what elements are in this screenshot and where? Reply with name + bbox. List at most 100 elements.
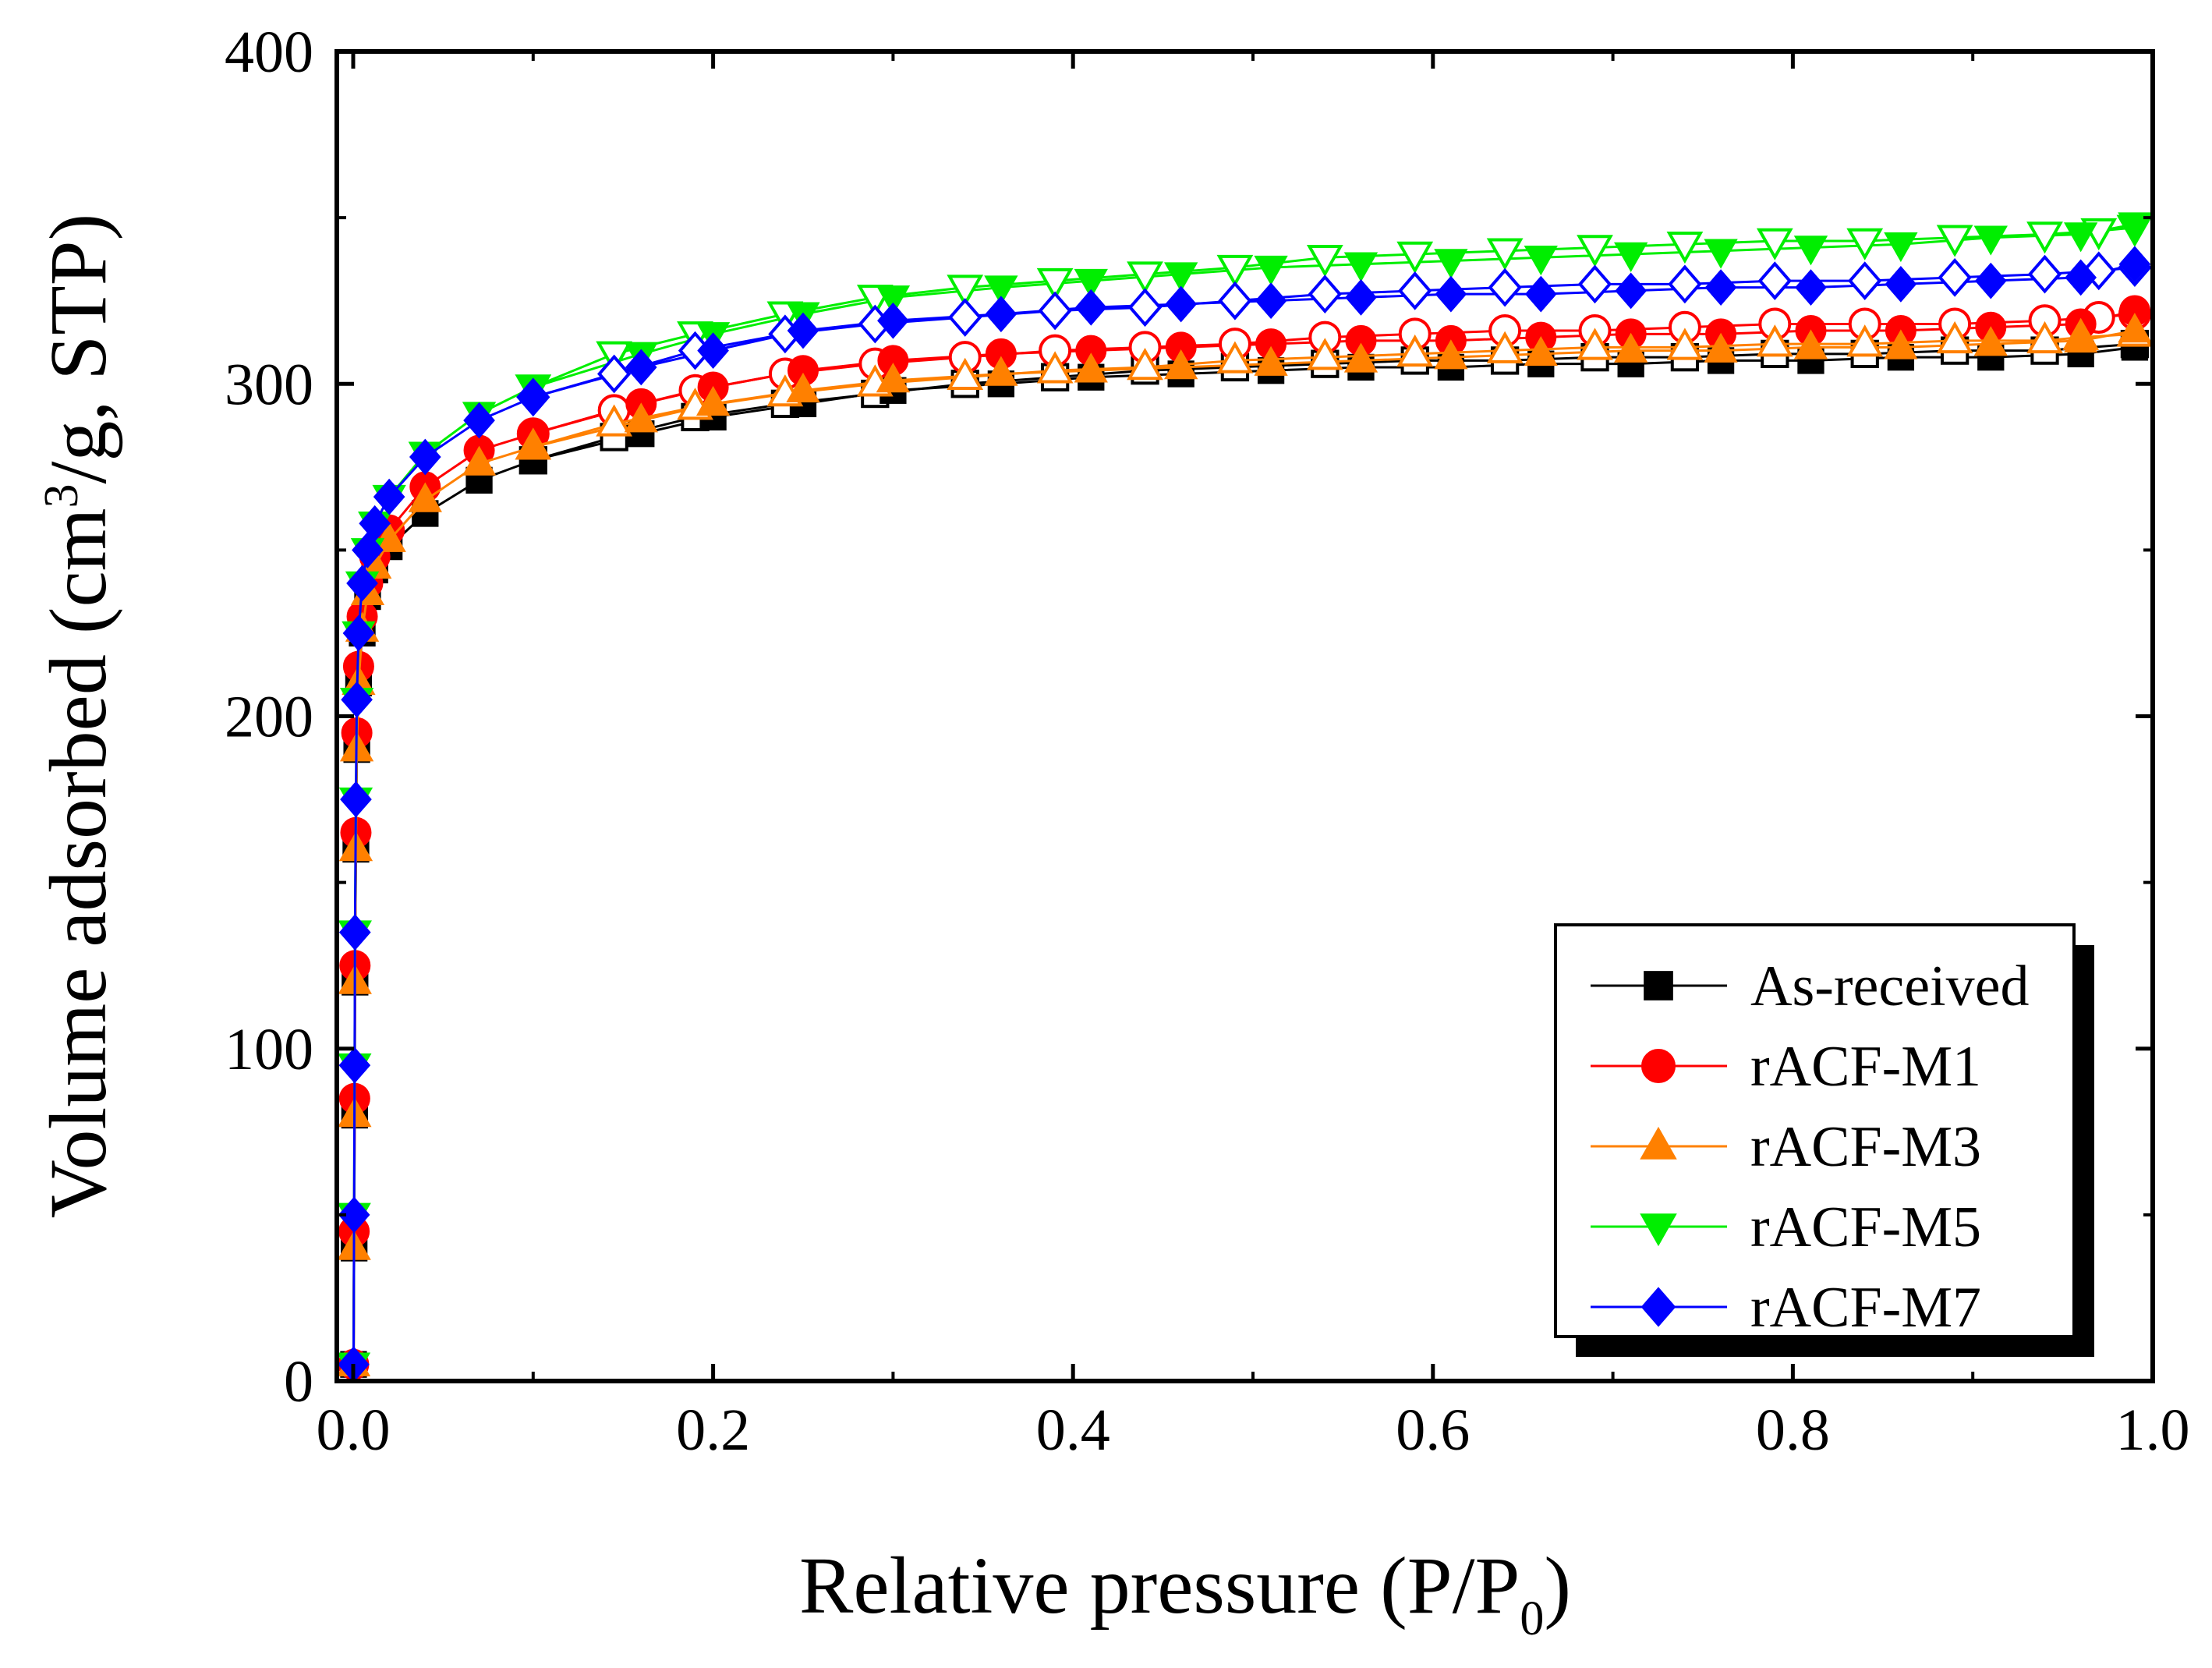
adsorption-point <box>1884 329 1918 359</box>
adsorption-point <box>1345 279 1377 316</box>
legend-marker <box>1640 1287 1676 1327</box>
desorption-point <box>2026 221 2063 254</box>
adsorption-point <box>463 402 495 439</box>
adsorption-point <box>340 781 372 818</box>
y-tick-label: 300 <box>225 352 313 417</box>
desorption-point <box>1846 324 1884 357</box>
adsorption-point <box>462 445 497 476</box>
adsorption-point <box>1074 268 1108 299</box>
desorption-point <box>1488 267 1522 307</box>
y-tick-label: 200 <box>225 685 313 750</box>
adsorption-point <box>1793 329 1828 359</box>
adsorption-point <box>2118 313 2152 343</box>
adsorption-point <box>1074 352 1108 383</box>
legend-marker <box>1640 1126 1677 1160</box>
desorption-point <box>1308 274 1342 314</box>
series-racf-m7 <box>338 246 2152 1383</box>
desorption-point <box>1577 328 1613 360</box>
desorption-point <box>1757 261 1792 301</box>
adsorption-point <box>1614 332 1648 363</box>
y-tick-label: 0 <box>284 1349 313 1415</box>
legend-label: rACF-M3 <box>1750 1115 1981 1179</box>
desorption-point <box>947 357 984 390</box>
desorption-point <box>1668 264 1702 304</box>
desorption-point <box>1216 341 1254 374</box>
desorption-point <box>596 404 633 437</box>
adsorption-point <box>1343 252 1379 282</box>
adsorption-point <box>1885 266 1917 303</box>
adsorption-point <box>338 1196 370 1234</box>
adsorption-point <box>1704 269 1737 306</box>
legend-label: rACF-M7 <box>1750 1276 1981 1340</box>
x-tick-label: 0.2 <box>676 1397 750 1463</box>
adsorption-point <box>1524 275 1557 313</box>
desorption-point <box>1666 328 1704 360</box>
adsorption-point <box>1524 246 1558 276</box>
legend-marker <box>1640 1213 1677 1247</box>
adsorption-point <box>516 429 550 459</box>
desorption-point <box>1127 347 1163 381</box>
desorption-point <box>1127 288 1163 328</box>
adsorption-point <box>625 349 657 386</box>
adsorption-point <box>1793 236 1828 266</box>
adsorption-point <box>624 402 658 433</box>
legend-label: As-received <box>1750 954 2029 1018</box>
desorption-point <box>1666 231 1704 264</box>
desorption-point <box>1038 291 1072 331</box>
legend-marker <box>1641 1049 1676 1083</box>
adsorption-point <box>1795 269 1827 306</box>
adsorption-point <box>1164 262 1198 292</box>
adsorption-point <box>1615 272 1647 310</box>
desorption-point <box>1486 331 1524 363</box>
adsorption-point <box>408 482 442 512</box>
desorption-point <box>1306 245 1343 278</box>
desorption-point <box>1127 261 1163 294</box>
legend-box <box>1554 923 2076 1338</box>
desorption-point <box>597 354 632 394</box>
desorption-point <box>2026 320 2063 354</box>
legend-label: rACF-M5 <box>1750 1195 1981 1259</box>
desorption-point <box>947 274 984 307</box>
desorption-point <box>1577 235 1613 267</box>
adsorption-point <box>338 914 371 951</box>
legend-label: rACF-M1 <box>1750 1035 1981 1099</box>
legend-marker <box>1644 971 1673 1000</box>
adsorption-point <box>2064 222 2098 253</box>
adsorption-point <box>1973 225 2008 256</box>
desorption-point <box>2027 254 2062 294</box>
adsorption-point <box>1614 242 1648 272</box>
x-tick-label: 1.0 <box>2116 1397 2190 1463</box>
adsorption-point <box>1524 335 1558 367</box>
desorption-point <box>1036 267 1074 301</box>
adsorption-point <box>1974 262 2007 299</box>
adsorption-point <box>2064 322 2098 353</box>
desorption-point <box>948 298 982 337</box>
desorption-point <box>1936 320 1973 354</box>
adsorption-point <box>1884 232 1918 263</box>
adsorption-point <box>341 681 373 718</box>
adsorption-point <box>517 378 550 416</box>
adsorption-point <box>2065 259 2097 296</box>
y-tick-label: 400 <box>225 19 313 85</box>
adsorption-point <box>697 332 729 369</box>
desorption-point <box>1846 228 1884 260</box>
desorption-point <box>1396 334 1434 367</box>
adsorption-point <box>373 478 405 515</box>
desorption-point <box>1938 257 1972 297</box>
adsorption-point <box>2118 212 2152 243</box>
adsorption-point <box>359 505 391 542</box>
adsorption-point <box>876 285 911 316</box>
legend: As-received rACF-M1 rACF-M3 rACF-M5 rACF-M7 <box>1554 923 2094 1357</box>
adsorption-point <box>1973 326 2008 356</box>
desorption-point <box>1216 254 1254 288</box>
desorption-point <box>1577 264 1612 304</box>
adsorption-point <box>342 614 375 652</box>
adsorption-point <box>346 565 378 602</box>
x-tick-label: 0.0 <box>317 1397 391 1463</box>
y-tick-label: 100 <box>225 1017 313 1082</box>
adsorption-point <box>876 363 911 393</box>
adsorption-point <box>786 372 820 403</box>
adsorption-point <box>985 296 1018 333</box>
